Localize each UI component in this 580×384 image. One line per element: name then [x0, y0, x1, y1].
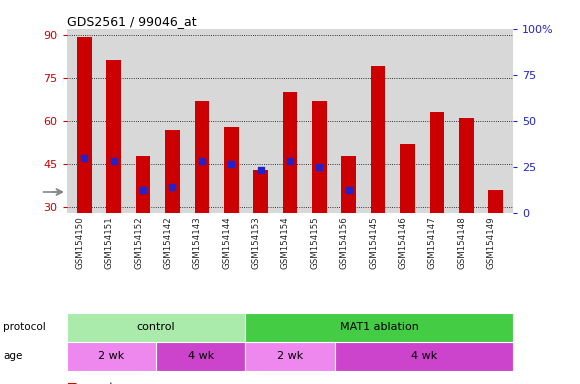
Bar — [77, 37, 92, 294]
Bar — [253, 170, 268, 294]
Bar — [67, 313, 245, 342]
Bar — [488, 190, 503, 294]
Bar — [194, 101, 209, 294]
Bar — [342, 156, 356, 294]
Bar — [224, 127, 238, 294]
Text: GSM154142: GSM154142 — [164, 216, 172, 269]
Text: GSM154147: GSM154147 — [428, 216, 437, 269]
Bar — [245, 313, 513, 342]
Text: GDS2561 / 99046_at: GDS2561 / 99046_at — [67, 15, 196, 28]
Bar — [156, 342, 245, 371]
Text: GSM154152: GSM154152 — [134, 216, 143, 269]
Text: ■: ■ — [67, 382, 77, 384]
Text: age: age — [3, 351, 22, 361]
Text: GSM154156: GSM154156 — [340, 216, 349, 269]
Text: GSM154150: GSM154150 — [75, 216, 84, 269]
Bar — [245, 342, 335, 371]
Text: 2 wk: 2 wk — [98, 351, 125, 361]
Text: GSM154155: GSM154155 — [310, 216, 320, 269]
Bar — [430, 112, 444, 294]
Text: 2 wk: 2 wk — [277, 351, 303, 361]
Text: GSM154143: GSM154143 — [193, 216, 202, 269]
Bar — [312, 101, 327, 294]
Text: control: control — [137, 322, 175, 333]
Text: 4 wk: 4 wk — [187, 351, 214, 361]
Text: GSM154154: GSM154154 — [281, 216, 290, 269]
Text: GSM154149: GSM154149 — [487, 216, 496, 269]
Bar — [136, 156, 150, 294]
Bar — [400, 144, 415, 294]
Text: GSM154153: GSM154153 — [252, 216, 260, 269]
Text: GSM154151: GSM154151 — [105, 216, 114, 269]
Bar — [282, 92, 298, 294]
Text: GSM154146: GSM154146 — [398, 216, 408, 269]
Text: 4 wk: 4 wk — [411, 351, 437, 361]
Bar — [106, 60, 121, 294]
Text: protocol: protocol — [3, 322, 46, 333]
Text: GSM154145: GSM154145 — [369, 216, 378, 269]
Bar — [67, 342, 156, 371]
Bar — [335, 342, 513, 371]
Text: count: count — [84, 382, 114, 384]
Bar — [371, 66, 386, 294]
Text: GSM154144: GSM154144 — [222, 216, 231, 269]
Text: GSM154148: GSM154148 — [457, 216, 466, 269]
Text: MAT1 ablation: MAT1 ablation — [340, 322, 419, 333]
Bar — [165, 129, 180, 294]
Bar — [459, 118, 474, 294]
